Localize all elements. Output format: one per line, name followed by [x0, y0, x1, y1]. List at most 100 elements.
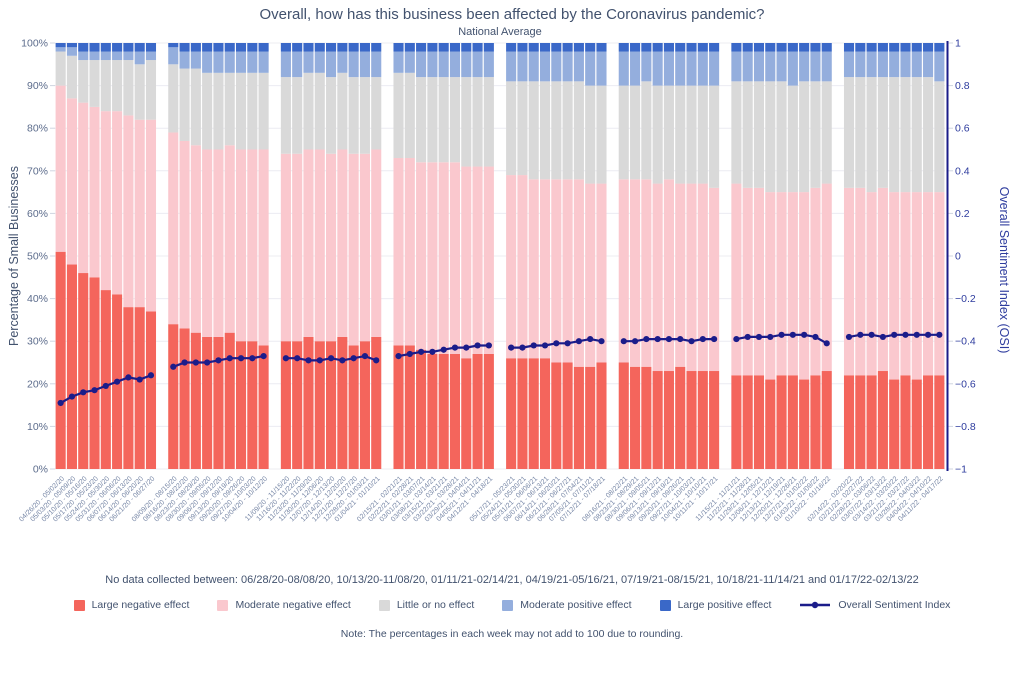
bar-segment[interactable]	[123, 43, 134, 52]
bar-segment[interactable]	[585, 85, 596, 184]
bar-segment[interactable]	[697, 85, 708, 184]
bar-segment[interactable]	[404, 51, 415, 73]
bar-segment[interactable]	[258, 345, 269, 469]
bar-segment[interactable]	[134, 64, 145, 120]
bar-segment[interactable]	[731, 81, 742, 184]
bar-segment[interactable]	[55, 47, 66, 52]
bar-segment[interactable]	[776, 81, 787, 193]
bar-segment[interactable]	[810, 375, 821, 469]
bar-segment[interactable]	[652, 85, 663, 184]
bar-segment[interactable]	[787, 43, 798, 52]
bar-segment[interactable]	[66, 264, 77, 469]
bar-segment[interactable]	[89, 277, 100, 469]
bar-segment[interactable]	[934, 192, 945, 376]
bar-segment[interactable]	[112, 43, 123, 52]
bar-segment[interactable]	[528, 358, 539, 469]
bar-segment[interactable]	[100, 290, 111, 469]
bar-segment[interactable]	[303, 149, 314, 337]
bar-segment[interactable]	[359, 51, 370, 78]
bar-segment[interactable]	[168, 64, 179, 133]
bar-segment[interactable]	[866, 375, 877, 469]
bar-segment[interactable]	[753, 81, 765, 188]
bar-segment[interactable]	[55, 51, 66, 86]
bar-segment[interactable]	[697, 51, 708, 86]
bar-segment[interactable]	[889, 77, 900, 193]
bar-segment[interactable]	[889, 379, 900, 469]
bar-segment[interactable]	[438, 353, 449, 469]
bar-segment[interactable]	[100, 60, 111, 112]
bar-segment[interactable]	[686, 371, 697, 469]
bar-segment[interactable]	[258, 72, 269, 150]
bar-segment[interactable]	[89, 106, 100, 278]
bar-segment[interactable]	[134, 51, 145, 65]
bar-segment[interactable]	[235, 72, 247, 150]
bar-segment[interactable]	[247, 149, 258, 342]
bar-segment[interactable]	[652, 183, 663, 372]
bar-segment[interactable]	[934, 43, 945, 52]
bar-segment[interactable]	[393, 72, 404, 159]
bar-segment[interactable]	[235, 341, 247, 469]
osi-point[interactable]	[91, 387, 98, 394]
bar-segment[interactable]	[78, 102, 89, 274]
bar-segment[interactable]	[573, 179, 584, 367]
osi-point[interactable]	[812, 333, 819, 341]
osi-point[interactable]	[688, 338, 695, 345]
bar-segment[interactable]	[348, 345, 359, 469]
bar-segment[interactable]	[742, 375, 753, 469]
osi-point[interactable]	[857, 331, 864, 338]
bar-segment[interactable]	[404, 43, 415, 52]
bar-segment[interactable]	[235, 149, 247, 342]
bar-segment[interactable]	[539, 81, 551, 180]
bar-segment[interactable]	[179, 68, 190, 141]
osi-point[interactable]	[226, 355, 233, 362]
bar-segment[interactable]	[539, 358, 551, 469]
bar-segment[interactable]	[911, 51, 922, 78]
bar-segment[interactable]	[675, 183, 686, 367]
bar-segment[interactable]	[190, 68, 201, 146]
bar-segment[interactable]	[517, 51, 528, 82]
bar-segment[interactable]	[573, 81, 584, 180]
osi-point[interactable]	[620, 338, 627, 345]
bar-segment[interactable]	[359, 153, 370, 342]
bar-segment[interactable]	[539, 43, 551, 52]
bar-segment[interactable]	[213, 51, 224, 73]
bar-segment[interactable]	[866, 192, 877, 376]
bar-segment[interactable]	[911, 192, 922, 380]
bar-segment[interactable]	[416, 77, 427, 163]
osi-point[interactable]	[260, 353, 267, 360]
osi-point[interactable]	[361, 353, 369, 360]
bar-segment[interactable]	[179, 140, 190, 329]
legend-item[interactable]: Moderate negative effect	[217, 599, 351, 611]
bar-segment[interactable]	[562, 362, 573, 470]
bar-segment[interactable]	[923, 375, 934, 469]
bar-segment[interactable]	[765, 379, 776, 469]
osi-point[interactable]	[845, 333, 853, 341]
bar-segment[interactable]	[877, 51, 888, 78]
bar-segment[interactable]	[686, 43, 697, 52]
osi-point[interactable]	[57, 399, 64, 407]
osi-point[interactable]	[102, 382, 109, 390]
bar-segment[interactable]	[663, 43, 674, 52]
bar-segment[interactable]	[596, 43, 607, 52]
osi-point[interactable]	[316, 357, 323, 364]
bar-segment[interactable]	[517, 175, 528, 359]
bar-segment[interactable]	[630, 179, 641, 367]
osi-point[interactable]	[553, 340, 560, 347]
bar-segment[interactable]	[900, 43, 911, 52]
bar-segment[interactable]	[821, 51, 832, 82]
bar-segment[interactable]	[280, 77, 291, 154]
bar-segment[interactable]	[393, 345, 404, 469]
bar-segment[interactable]	[675, 43, 686, 52]
bar-segment[interactable]	[641, 179, 652, 367]
bar-segment[interactable]	[404, 72, 415, 159]
bar-segment[interactable]	[314, 72, 325, 150]
bar-segment[interactable]	[821, 81, 832, 184]
bar-segment[interactable]	[776, 192, 787, 376]
bar-segment[interactable]	[314, 51, 325, 73]
bar-segment[interactable]	[923, 192, 934, 376]
bar-segment[interactable]	[438, 162, 449, 354]
osi-point[interactable]	[767, 333, 774, 341]
bar-segment[interactable]	[753, 187, 765, 376]
osi-point[interactable]	[733, 335, 740, 343]
bar-segment[interactable]	[855, 43, 866, 52]
